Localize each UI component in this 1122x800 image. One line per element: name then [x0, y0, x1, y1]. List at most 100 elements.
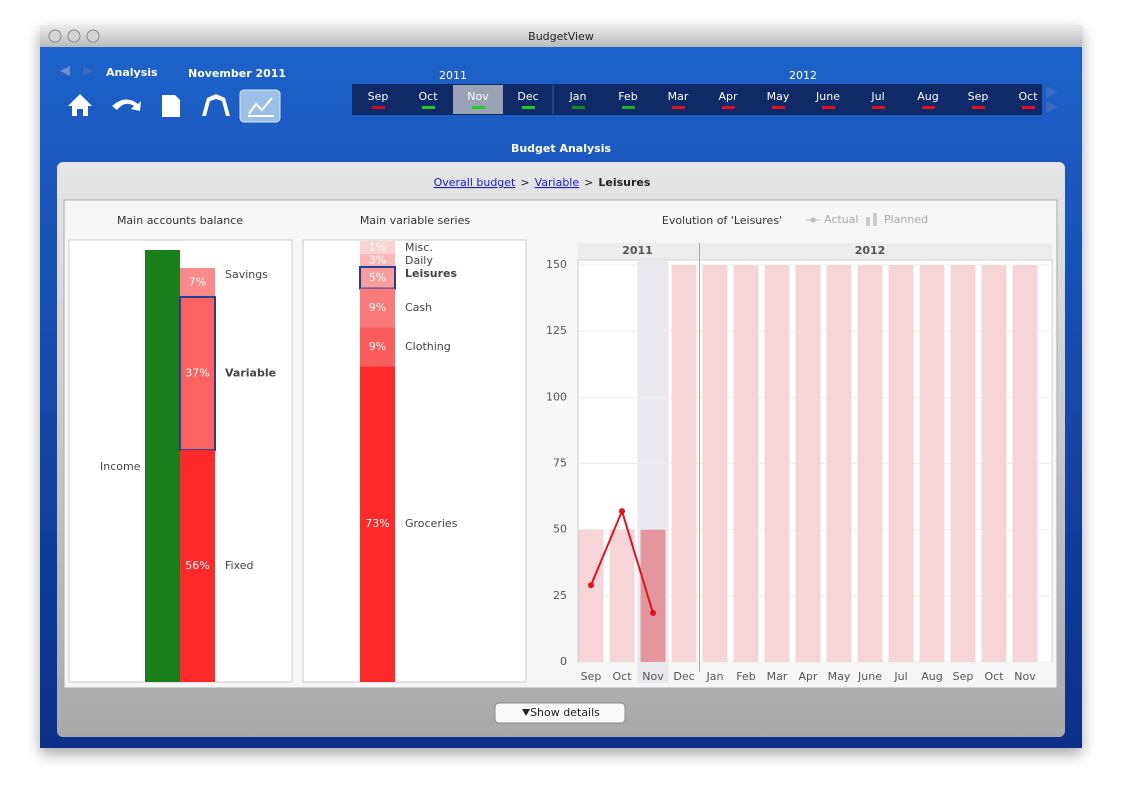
timeline-month[interactable]: Apr	[718, 90, 738, 103]
stack-segment	[360, 241, 395, 254]
legend-label[interactable]: Actual	[824, 213, 858, 226]
timeline-month[interactable]: Oct	[1018, 90, 1038, 103]
page-title: Analysis	[106, 66, 158, 79]
segment-label: 5%	[369, 271, 386, 284]
month-status	[722, 106, 735, 109]
segment-label: 1%	[369, 241, 386, 254]
bar	[733, 265, 759, 662]
timeline-year: 2011	[439, 69, 467, 82]
window-title: BudgetView	[528, 30, 594, 43]
zoom-button[interactable]	[86, 29, 100, 43]
year-label: 2011	[622, 244, 653, 257]
period: November 2011	[188, 67, 286, 80]
x-tick-label: June	[857, 670, 882, 683]
legend-label[interactable]: Planned	[884, 213, 928, 226]
timeline-month[interactable]: Oct	[418, 90, 438, 103]
y-tick-label: 100	[546, 390, 567, 403]
month-status	[772, 106, 785, 109]
timeline-month[interactable]: Sep	[968, 90, 989, 103]
segment-name: Clothing	[405, 340, 451, 353]
segment-name: Savings	[225, 268, 268, 281]
legend-bar	[866, 217, 870, 226]
stack-segment	[180, 268, 215, 297]
bar	[826, 265, 852, 662]
statement-icon[interactable]	[162, 95, 180, 117]
timeline-month[interactable]: Dec	[517, 90, 538, 103]
month-status	[522, 106, 535, 109]
chart-title: Evolution of 'Leisures'	[662, 214, 782, 227]
close-button[interactable]	[48, 29, 62, 43]
x-tick-label: Sep	[953, 670, 974, 683]
section-title: Budget Analysis	[511, 142, 612, 155]
stack-segment	[180, 450, 215, 682]
legend-dot	[810, 217, 816, 223]
button-arrow	[522, 709, 530, 716]
bar	[578, 529, 604, 662]
bar	[764, 265, 790, 662]
timeline-month[interactable]: Sep	[368, 90, 389, 103]
point	[650, 610, 656, 617]
month-status	[822, 106, 835, 109]
chart-title: Main accounts balance	[117, 214, 243, 227]
home-icon[interactable]	[68, 94, 92, 116]
bar	[795, 265, 821, 662]
analysis-icon	[248, 97, 274, 117]
segment-name: Fixed	[225, 559, 254, 572]
month-status	[872, 106, 885, 109]
timeline-month[interactable]: Jan	[569, 90, 587, 103]
next-arrow[interactable]	[83, 66, 93, 76]
x-tick-label: Nov	[1014, 670, 1036, 683]
analysis-icon-selected[interactable]	[239, 89, 281, 123]
y-tick-label: 0	[560, 655, 567, 668]
y-tick-label: 25	[553, 589, 567, 602]
x-tick-label: Dec	[673, 670, 694, 683]
month-status	[422, 106, 435, 109]
timeline-month[interactable]: June	[815, 90, 840, 103]
timeline-month[interactable]: Nov	[467, 90, 489, 103]
month-status	[922, 106, 935, 109]
bar	[919, 265, 945, 662]
timeline-month[interactable]: Feb	[618, 90, 637, 103]
x-tick-label: Oct	[984, 670, 1004, 683]
stack-segment	[360, 366, 395, 682]
timeline-month[interactable]: Aug	[917, 90, 938, 103]
segment-label: 56%	[185, 559, 209, 572]
chart-title: Main variable series	[360, 214, 470, 227]
month-status	[472, 106, 485, 109]
minimize-button[interactable]	[67, 29, 81, 43]
bar	[640, 529, 666, 662]
x-tick-label: Jul	[893, 670, 907, 683]
projects-icon[interactable]	[202, 94, 230, 116]
segment-name: Groceries	[405, 517, 458, 530]
income-bar	[145, 250, 180, 682]
x-tick-label: Aug	[921, 670, 942, 683]
segment-label: 3%	[369, 253, 386, 266]
show-details-button[interactable]	[494, 702, 626, 724]
segment-label: 73%	[365, 517, 389, 530]
segment-name: Daily	[405, 254, 433, 267]
timeline-month[interactable]: Mar	[668, 90, 689, 103]
bar	[1012, 265, 1038, 662]
budget-icon[interactable]	[112, 99, 141, 111]
prev-arrow[interactable]	[60, 66, 70, 76]
stack-segment	[360, 254, 395, 267]
x-tick-label: Sep	[581, 670, 602, 683]
y-tick-label: 50	[553, 523, 567, 536]
breadcrumb-link[interactable]: Overall budget	[434, 176, 516, 189]
breadcrumb-link[interactable]: Variable	[535, 176, 580, 189]
timeline-month[interactable]: Jul	[870, 90, 884, 103]
month-status	[372, 106, 385, 109]
y-tick-label: 75	[553, 457, 567, 470]
segment-label: 9%	[369, 301, 386, 314]
point	[619, 508, 625, 515]
timeline-arrows[interactable]	[1046, 86, 1058, 113]
x-tick-label: May	[828, 670, 851, 683]
bar	[888, 265, 914, 662]
y-tick-label: 150	[546, 258, 567, 271]
stack-segment	[179, 295, 216, 452]
stack-segment	[360, 288, 395, 328]
title-bar	[40, 25, 1082, 47]
timeline-month[interactable]: May	[767, 90, 790, 103]
